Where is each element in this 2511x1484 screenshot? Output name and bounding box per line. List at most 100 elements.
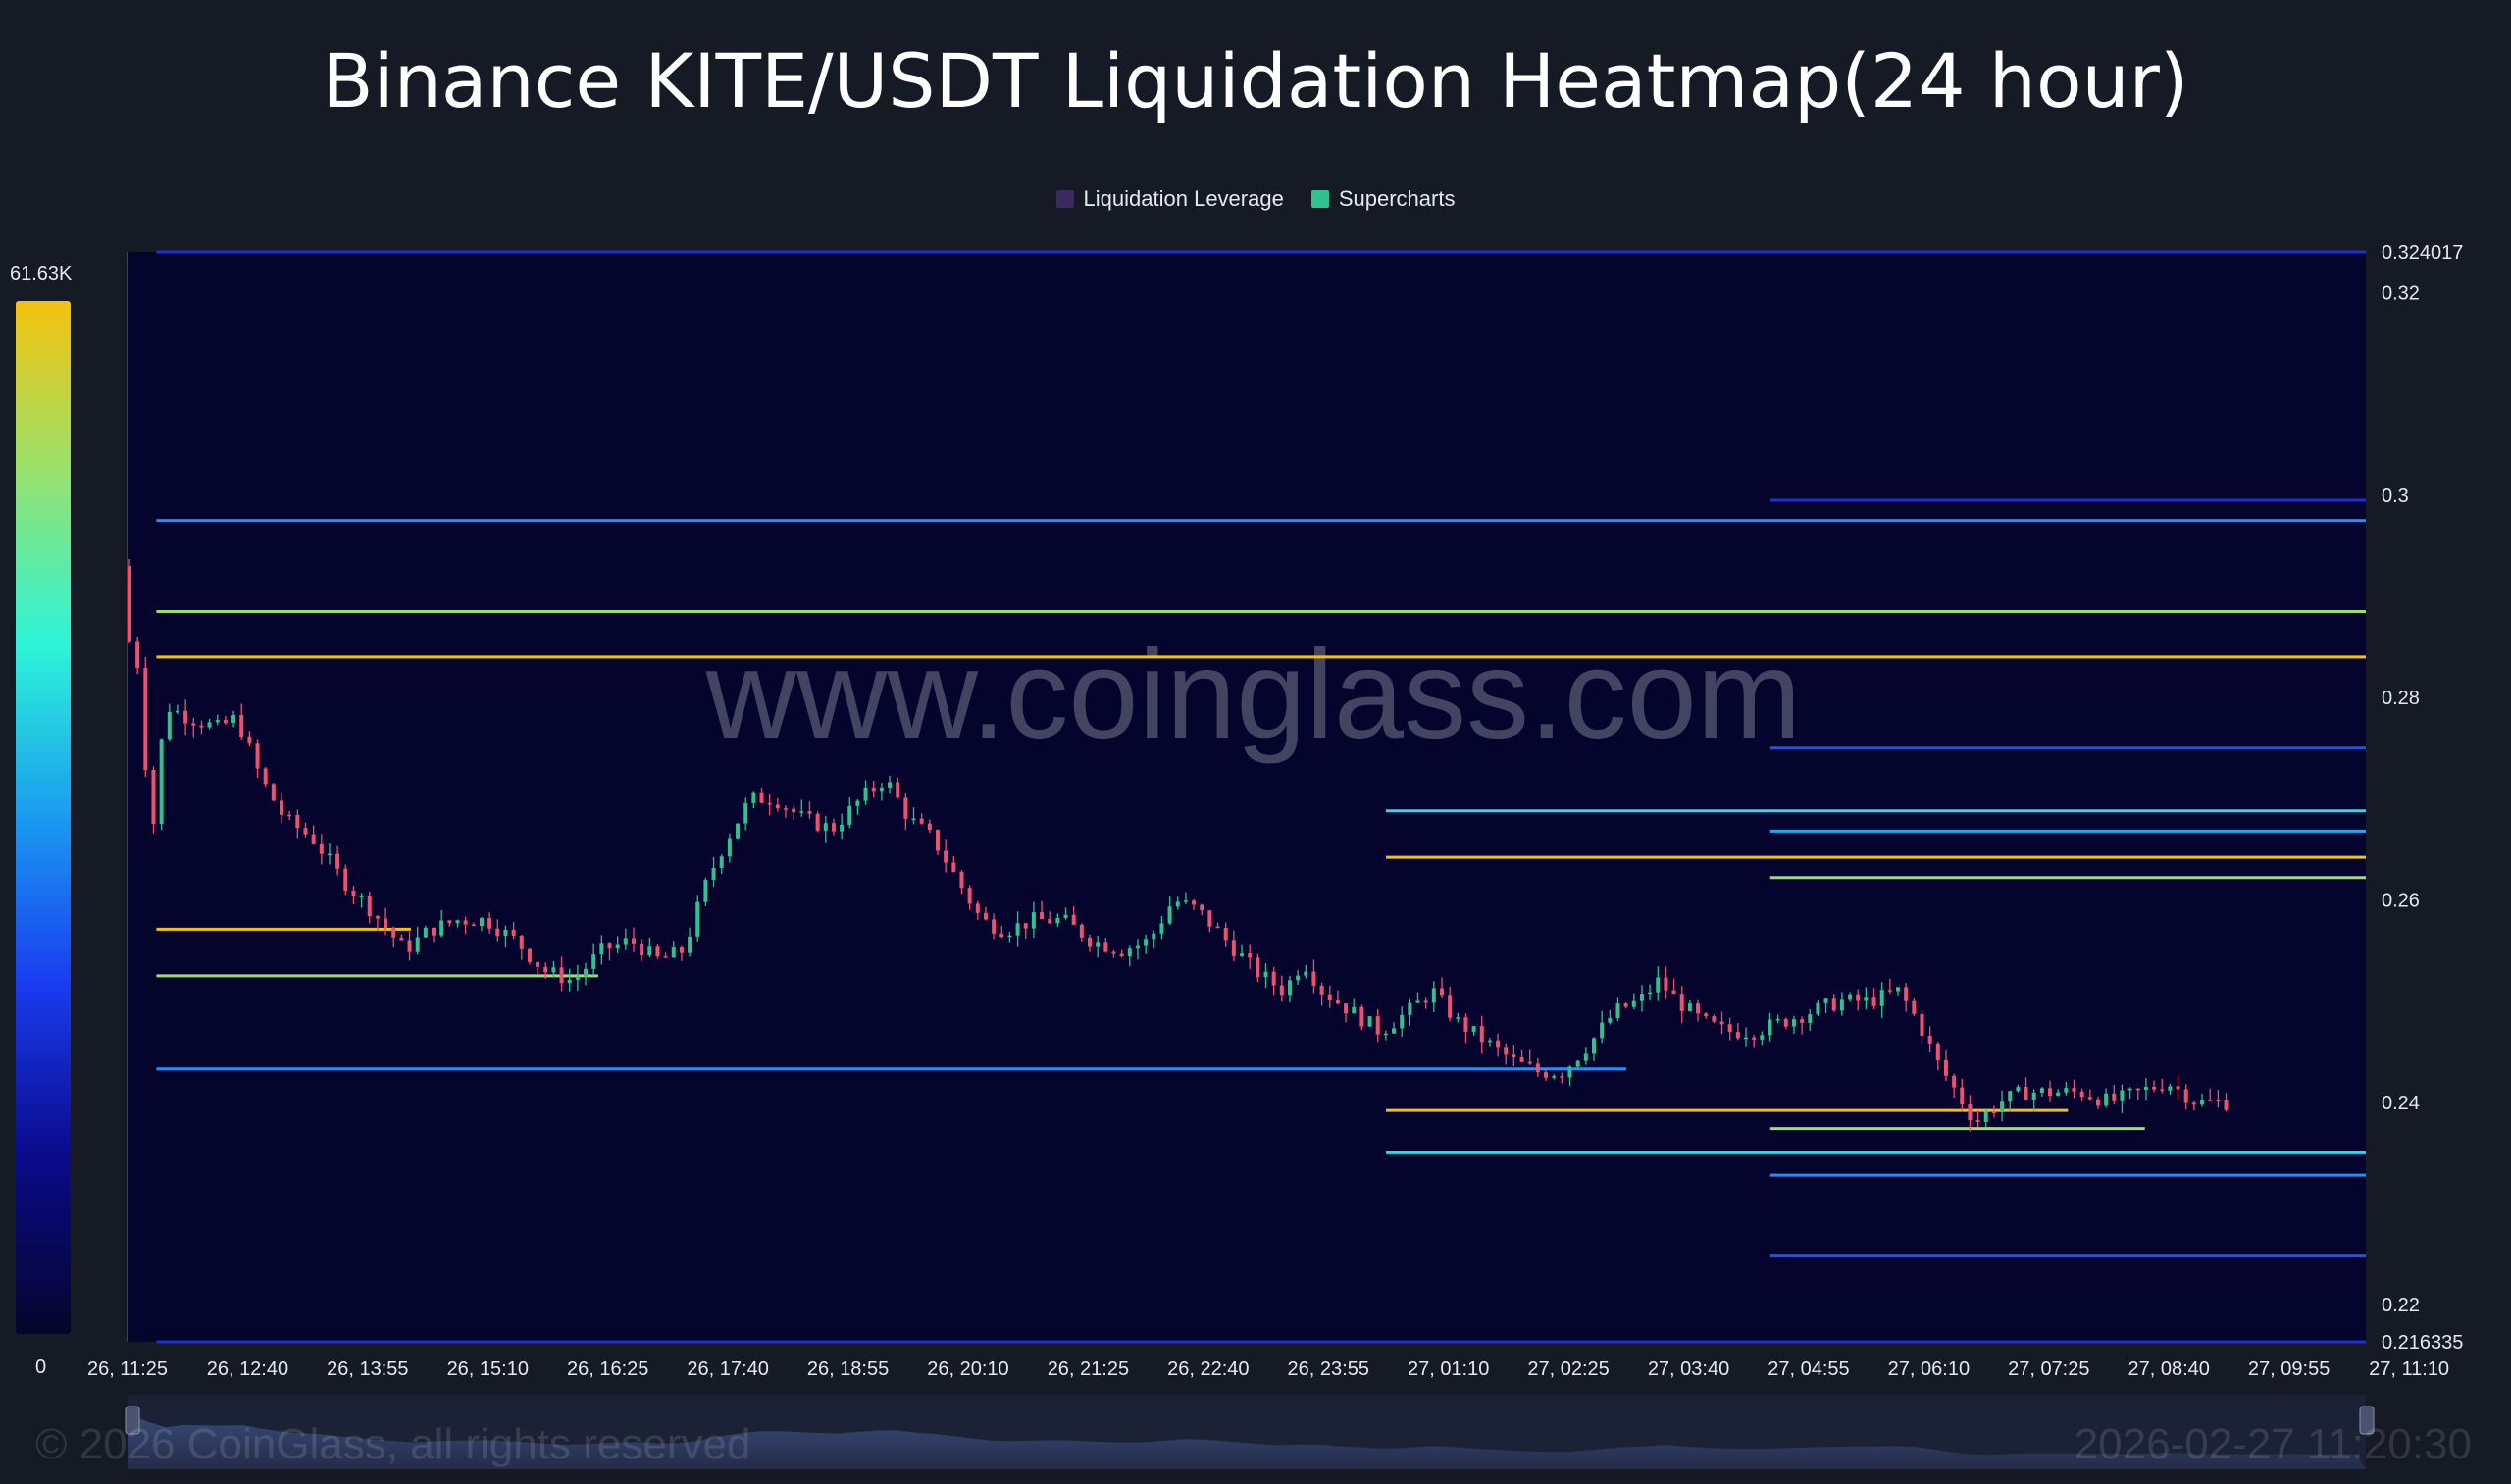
x-tick-label: 26, 17:40 xyxy=(687,1358,768,1380)
candle-body xyxy=(1359,1006,1364,1027)
candle-body xyxy=(1679,994,1684,1011)
plot-area[interactable] xyxy=(128,252,2366,1342)
candle-body xyxy=(783,808,788,810)
candle-body xyxy=(655,946,660,957)
candle-body xyxy=(1335,1000,1340,1004)
candle-body xyxy=(840,824,845,832)
candle-body xyxy=(2200,1100,2205,1105)
candle-body xyxy=(231,715,236,724)
candle-body xyxy=(1479,1026,1484,1043)
candle-body xyxy=(736,823,741,839)
candle-body xyxy=(1400,1014,1405,1029)
candle-body xyxy=(599,943,604,955)
legend-item-supercharts[interactable]: Supercharts xyxy=(1310,186,1455,212)
candle-body xyxy=(927,823,932,831)
candle-body xyxy=(1063,914,1068,918)
candle-body xyxy=(543,966,548,973)
candle-body xyxy=(1583,1053,1588,1061)
candle-body xyxy=(903,797,908,819)
candle-body xyxy=(703,879,708,902)
candle-body xyxy=(967,888,972,904)
candle-body xyxy=(711,867,716,880)
candle-body xyxy=(447,920,452,924)
candle-body xyxy=(495,928,500,937)
chart-title: Binance KITE/USDT Liquidation Heatmap(24… xyxy=(322,37,2189,125)
candle-body xyxy=(432,927,436,936)
candle-body xyxy=(319,843,324,854)
legend-item-liquidation-leverage[interactable]: Liquidation Leverage xyxy=(1055,186,1284,212)
candle-body xyxy=(2143,1086,2148,1090)
candle-body xyxy=(536,961,540,967)
candle-body xyxy=(479,918,484,927)
x-axis-ticks: 26, 11:25 26, 12:40 26, 13:55 26, 15:10 26, … xyxy=(87,1358,2449,1380)
candle-body xyxy=(199,725,204,728)
candle-body xyxy=(1615,1003,1620,1018)
candle-body xyxy=(143,667,148,770)
candle-body xyxy=(2072,1088,2076,1092)
candle-body xyxy=(215,720,220,723)
candle-body xyxy=(1111,951,1116,954)
candle-body xyxy=(1431,988,1436,1003)
candle-body xyxy=(1512,1054,1516,1058)
candle-body xyxy=(1223,927,1228,941)
candle-body xyxy=(2087,1097,2092,1100)
x-tick-label: 27, 03:40 xyxy=(1648,1358,1729,1380)
candle-body xyxy=(2135,1088,2140,1091)
liquidation-levels xyxy=(156,250,2366,1344)
candle-body xyxy=(1519,1057,1524,1062)
candle-body xyxy=(1968,1104,1973,1121)
candle-body xyxy=(1079,924,1084,938)
candle-body xyxy=(944,850,948,863)
candle-body xyxy=(1383,1033,1388,1036)
navigator-right-handle[interactable] xyxy=(2359,1406,2375,1435)
candle-body xyxy=(1560,1076,1564,1078)
candle-body xyxy=(1743,1037,1748,1040)
candle-body xyxy=(1791,1019,1796,1027)
candle-body xyxy=(1487,1040,1492,1043)
candle-body xyxy=(1415,1000,1420,1003)
candle-body xyxy=(359,896,364,897)
candle-body xyxy=(1256,957,1260,978)
candle-body xyxy=(671,947,676,958)
y-axis-ticks: 0.324017 0.32 0.3 0.28 0.26 0.24 0.22 0.216335 xyxy=(2382,242,2463,1354)
candle-body xyxy=(2031,1093,2036,1100)
candle-body xyxy=(415,937,420,952)
candle-body xyxy=(487,918,492,929)
candle-body xyxy=(888,782,893,788)
candle-body xyxy=(2176,1086,2180,1090)
candle-body xyxy=(1263,971,1268,978)
candle-body xyxy=(1575,1060,1580,1067)
x-tick-label: 27, 04:55 xyxy=(1768,1358,1849,1380)
candle-body xyxy=(2024,1087,2028,1100)
candle-body xyxy=(207,722,212,728)
candle-body xyxy=(1912,1000,1917,1014)
candle-body xyxy=(575,976,580,980)
candle-body xyxy=(1544,1072,1549,1078)
candle-body xyxy=(287,814,292,817)
candle-body xyxy=(1192,900,1197,905)
candle-body xyxy=(1631,1000,1636,1007)
candle-body xyxy=(1040,912,1045,919)
candle-body xyxy=(2127,1088,2132,1091)
candle-body xyxy=(2168,1086,2173,1091)
candle-body xyxy=(128,566,131,642)
candle-body xyxy=(607,943,612,949)
candle-body xyxy=(983,912,988,920)
candle-body xyxy=(311,834,316,844)
candle-body xyxy=(2095,1099,2100,1106)
candle-body xyxy=(471,924,476,927)
candle-body xyxy=(1567,1066,1572,1078)
candle-body xyxy=(935,830,940,851)
candle-body xyxy=(2183,1089,2188,1103)
candle-body xyxy=(1816,1002,1820,1015)
candle-body xyxy=(2079,1091,2084,1098)
candle-body xyxy=(1367,1016,1372,1027)
candle-body xyxy=(1127,948,1132,957)
candle-body xyxy=(1687,1003,1692,1011)
navigator-left-handle[interactable] xyxy=(125,1406,140,1435)
candle-body xyxy=(1175,901,1180,907)
candle-body xyxy=(1600,1022,1605,1039)
candle-body xyxy=(247,736,252,744)
x-tick-label: 26, 18:55 xyxy=(807,1358,889,1380)
candle-body xyxy=(2048,1088,2053,1096)
